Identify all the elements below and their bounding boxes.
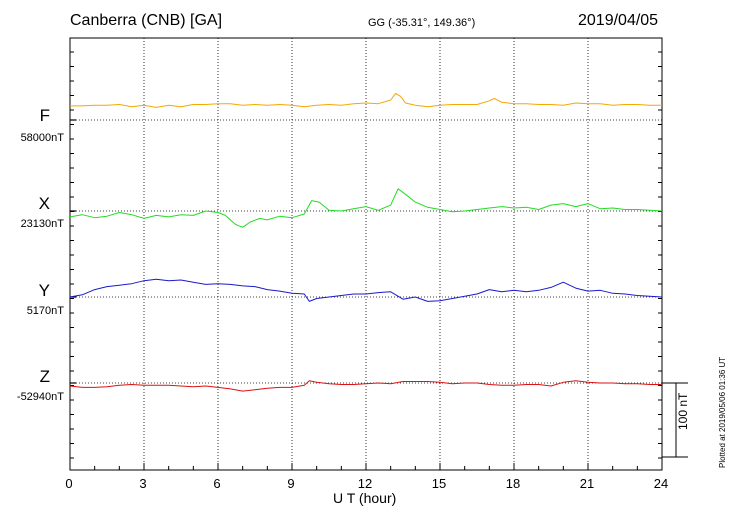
x-axis-label: U T (hour) — [333, 490, 397, 506]
series-name-z: Z — [39, 367, 50, 386]
series-baseline-z: -52940nT — [16, 391, 64, 403]
x-tick-label: 0 — [65, 476, 73, 491]
series-baseline-x: 23130nT — [20, 218, 64, 230]
scale-bar-label: 100 nT — [676, 392, 690, 430]
x-tick-label: 18 — [505, 476, 521, 491]
series-name-f: F — [39, 106, 50, 125]
x-tick-label: 12 — [357, 476, 373, 491]
series-name-x: X — [38, 194, 50, 213]
series-baseline-f: 58000nT — [20, 132, 64, 144]
plotted-timestamp: Plotted at 2019/05/06 01:36 UT — [718, 356, 727, 468]
x-tick-label: 3 — [139, 476, 147, 491]
x-tick-label: 21 — [579, 476, 595, 491]
series-line-z — [69, 380, 662, 392]
x-tick-label: 15 — [431, 476, 447, 491]
series-line-y — [69, 278, 663, 302]
station-title: Canberra (CNB) [GA] — [70, 12, 223, 29]
x-tick-label: 6 — [213, 476, 221, 491]
series-line-f — [70, 92, 662, 108]
x-tick-label: 24 — [653, 476, 669, 491]
series-baseline-y: 5170nT — [26, 305, 64, 317]
series-line-x — [69, 188, 663, 228]
x-tick-label: 9 — [287, 476, 295, 491]
coordinates-label: GG (-35.31°, 149.36°) — [368, 17, 476, 29]
series-name-y: Y — [38, 281, 50, 300]
date-label: 2019/04/05 — [578, 12, 659, 29]
